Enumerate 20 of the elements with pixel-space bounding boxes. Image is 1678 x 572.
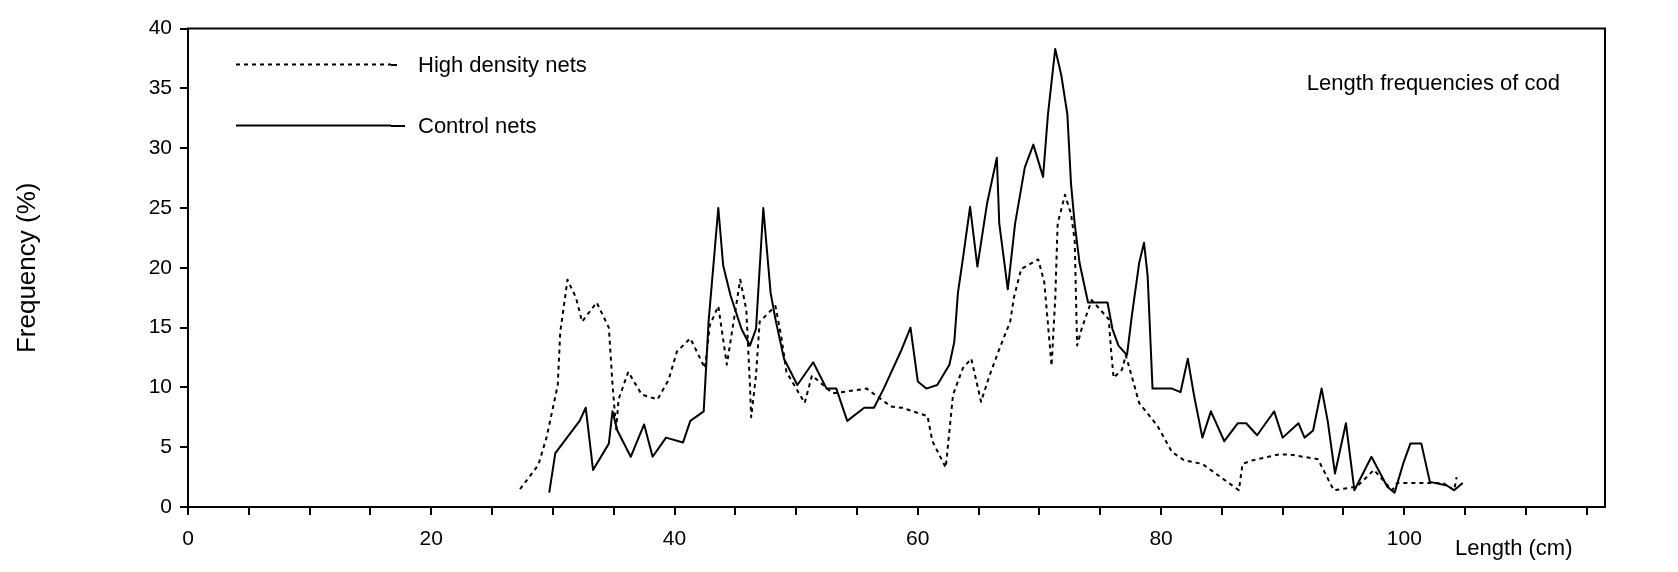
y-tick-label: 5: [160, 434, 172, 457]
y-tick-label: 0: [160, 493, 172, 517]
y-tick-label: 25: [148, 194, 172, 218]
x-tick-label: 20: [419, 526, 443, 550]
y-tick-label: 20: [148, 254, 172, 278]
x-tick-label: 0: [182, 526, 194, 550]
x-tick-label: 80: [1149, 526, 1173, 550]
x-tick-label: 100: [1386, 526, 1422, 550]
legend-label: Control nets: [418, 112, 537, 139]
y-tick-label: 35: [148, 75, 172, 99]
y-tick-label: 40: [148, 15, 172, 39]
x-tick-label: 60: [906, 526, 930, 550]
y-tick-label: 30: [148, 135, 172, 158]
annotation: Length frequencies of cod: [1306, 69, 1560, 95]
legend-label: High density nets: [418, 51, 587, 78]
y-axis-title: Frequency (%): [10, 182, 41, 354]
x-tick-label: 40: [662, 526, 687, 550]
x-axis-title: Length (cm): [1455, 535, 1573, 561]
y-tick-label: 15: [148, 314, 172, 338]
y-tick-label: 10: [148, 374, 172, 398]
